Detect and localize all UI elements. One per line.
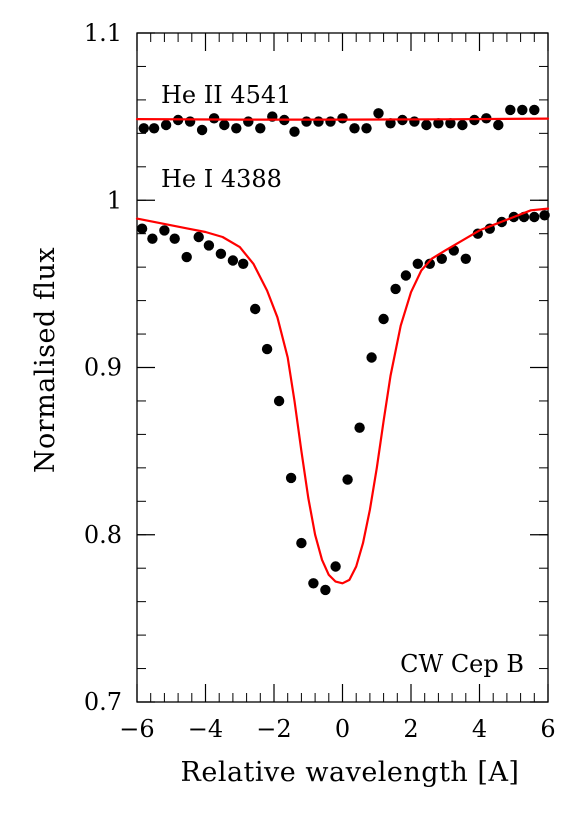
he-i-4388-point <box>539 210 550 221</box>
he-ii-4541-point <box>148 123 160 134</box>
annotation-label: He I 4388 <box>161 165 282 193</box>
he-i-4388-point <box>412 258 423 269</box>
y-tick-labels: 0.7 0.8 0.9 1 1.1 <box>84 19 122 716</box>
he-i-4388-point <box>366 352 377 363</box>
he-i-4388-point <box>460 253 471 264</box>
annotation-label: CW Cep B <box>400 650 524 678</box>
he-ii-4541-point <box>196 124 208 136</box>
he-i-4388-point <box>250 303 261 315</box>
y-tick-label: 1 <box>107 186 122 214</box>
he-i-4388-point <box>215 248 227 259</box>
he-i-4388-point <box>424 258 435 269</box>
he-ii-4541-point <box>184 116 196 127</box>
he-ii-4541-point <box>325 116 336 127</box>
he-i-4388-point <box>203 240 215 251</box>
he-i-4388-point <box>285 472 297 484</box>
he-ii-4541-point <box>409 116 420 127</box>
annotations: He II 4541 He I 4388 CW Cep B <box>161 81 524 678</box>
he-i-4388-point <box>320 584 331 596</box>
y-tick-label: 1.1 <box>84 19 122 47</box>
he-ii-4541-point <box>529 104 540 116</box>
x-tick-label: 4 <box>472 715 487 743</box>
he-ii-4541-point <box>421 119 432 131</box>
he-ii-4541-point <box>505 104 516 116</box>
he-i-4388-point <box>400 270 412 281</box>
x-tick-label: 0 <box>335 715 350 743</box>
major-ticks <box>136 32 549 703</box>
he-ii-4541-point <box>349 123 360 134</box>
he-i-4388-point <box>308 578 319 589</box>
he-i-4388-point <box>296 537 307 549</box>
he-ii-4541-point <box>493 119 504 131</box>
x-tick-label: 6 <box>540 715 555 743</box>
y-tick-label: 0.7 <box>84 688 122 716</box>
he-ii-4541-point <box>385 118 396 129</box>
y-tick-label: 0.8 <box>84 521 122 549</box>
he-ii-4541-point <box>243 116 254 127</box>
he-ii-4541-point <box>138 123 149 134</box>
he-i-4388-point <box>147 233 158 244</box>
he-i-4388-point <box>330 561 341 572</box>
he-i-4388-point <box>169 233 180 244</box>
he-ii-4541-point <box>231 123 242 134</box>
he-i-4388-point <box>390 283 401 295</box>
he-ii-4541-point <box>457 119 468 131</box>
he-i-4388-point <box>238 258 249 269</box>
x-tick-label: −4 <box>188 715 223 743</box>
x-tick-labels: −6 −4 −2 0 2 4 6 <box>119 715 555 743</box>
he-i-4388-point <box>193 231 204 243</box>
he-ii-4541-point <box>301 116 312 127</box>
he-i-4388-point <box>136 223 148 234</box>
he-ii-4541-point <box>373 108 384 119</box>
he-ii-4541-point <box>517 104 528 116</box>
y-tick-label: 0.9 <box>84 354 122 382</box>
he-ii-4541-point <box>255 123 266 134</box>
he-ii-4541-point <box>313 116 324 127</box>
x-tick-label: −6 <box>119 715 154 743</box>
he-i-4388-point <box>529 211 540 223</box>
y-axis-title: Normalised flux <box>30 247 61 473</box>
he-i-4388-point <box>342 474 353 485</box>
he-i-4388-point <box>227 255 239 266</box>
he-ii-4541-point <box>219 119 230 131</box>
he-i-4388-point <box>354 422 365 433</box>
he-i-4388-point <box>436 253 447 264</box>
he-i-4388-model-line <box>135 207 550 585</box>
he-ii-4541-point <box>208 113 220 124</box>
x-tick-label: 2 <box>403 715 418 743</box>
he-i-4388-point <box>159 225 170 236</box>
he-ii-4541-point <box>337 113 348 124</box>
series-layer <box>135 104 550 596</box>
he-i-4388-point <box>261 343 273 355</box>
annotation-label: He II 4541 <box>161 81 291 109</box>
he-ii-4541-point <box>160 119 172 131</box>
he-ii-4541-point <box>445 118 456 129</box>
he-i-4388-point <box>378 313 389 325</box>
he-ii-4541-point <box>433 118 444 129</box>
x-axis-title: Relative wavelength [A] <box>181 757 520 788</box>
x-tick-label: −2 <box>256 715 291 743</box>
he-i-4388-point <box>273 395 285 407</box>
he-ii-4541-model-line <box>135 117 550 121</box>
he-ii-4541-point <box>361 123 372 134</box>
he-i-4388-point <box>181 251 192 263</box>
he-ii-4541-point <box>289 126 300 137</box>
